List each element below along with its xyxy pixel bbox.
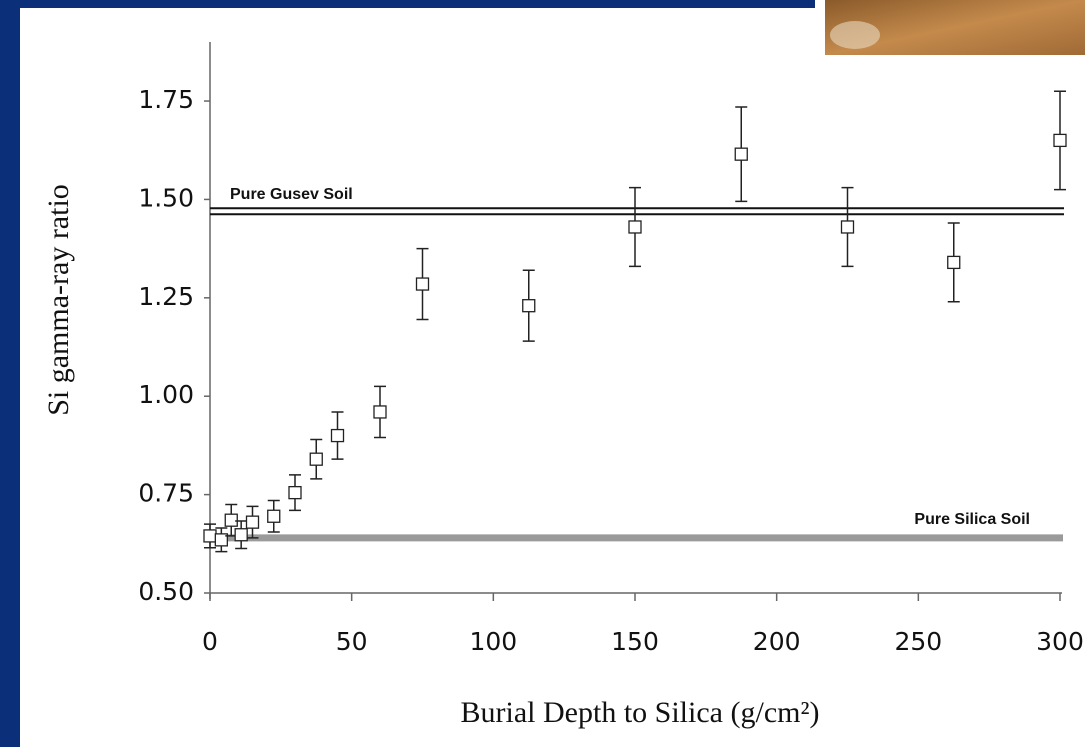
y-tick-label: 0.75 [138, 479, 194, 508]
point [629, 221, 641, 233]
x-tick-label: 250 [894, 627, 942, 656]
x-tick-label: 150 [611, 627, 659, 656]
y-tick-label: 1.00 [138, 380, 194, 409]
reference-label: Pure Silica Soil [914, 511, 1030, 528]
y-axis-label: Si gamma-ray ratio [42, 184, 75, 416]
point [268, 510, 280, 522]
x-tick-label: 50 [336, 627, 368, 656]
x-tick-label: 0 [202, 627, 218, 656]
x-axis-label: Burial Depth to Silica (g/cm²) [461, 696, 820, 729]
y-tick-label: 1.75 [138, 85, 194, 114]
x-tick-label: 300 [1036, 627, 1084, 656]
point [735, 148, 747, 160]
point [417, 278, 429, 290]
x-tick-label: 100 [469, 627, 517, 656]
y-tick-label: 1.50 [138, 183, 194, 212]
plot: 0.50 0.75 1.00 1.25 1.50 1.75 0 50 100 150 200 250 3… [138, 42, 1084, 656]
y-tick-label: 1.25 [138, 282, 194, 311]
point [1054, 134, 1066, 146]
point [374, 406, 386, 418]
y-tick-label: 0.50 [138, 577, 194, 606]
point [332, 430, 344, 442]
point [204, 530, 216, 542]
point [235, 529, 247, 541]
point [310, 453, 322, 465]
reference-label: Pure Gusev Soil [230, 186, 353, 203]
side-band [0, 0, 20, 747]
x-tick-label: 200 [753, 627, 801, 656]
top-band [0, 0, 815, 8]
point [247, 516, 259, 528]
point [225, 514, 237, 526]
point [842, 221, 854, 233]
photo-detail [830, 21, 880, 49]
point [948, 256, 960, 268]
slide: Burial Depth to Silica (g/cm²) Si gamma-… [0, 0, 1085, 747]
point [523, 300, 535, 312]
point [289, 487, 301, 499]
